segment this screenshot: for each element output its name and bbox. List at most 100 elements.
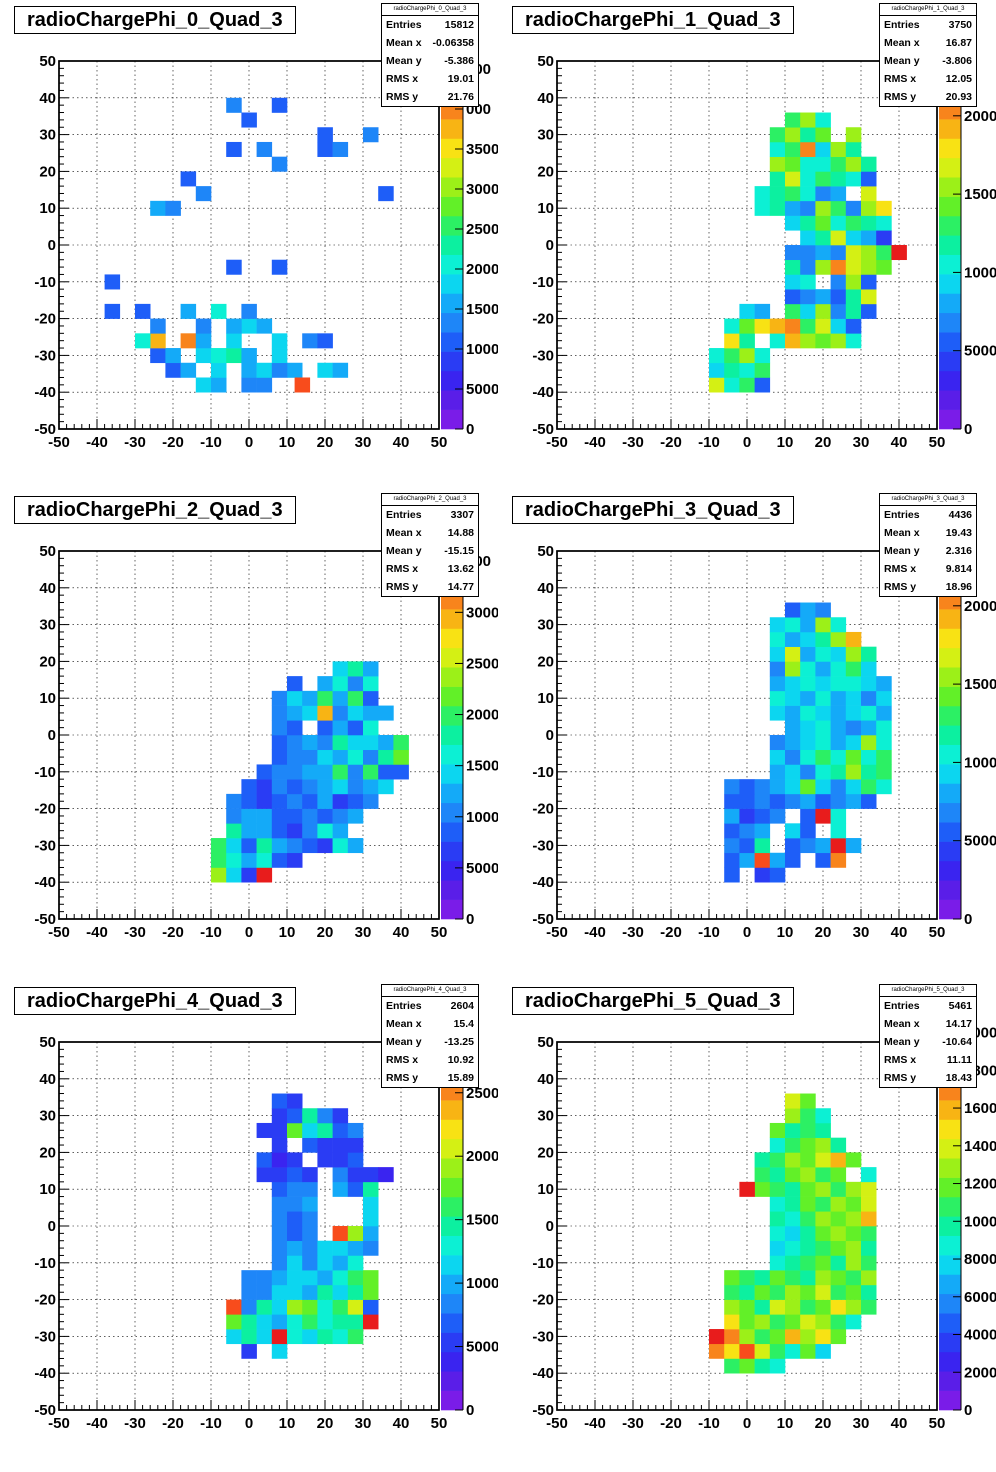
y-tick-label: -10	[532, 764, 554, 781]
heatmap-bin	[709, 1329, 725, 1345]
heatmap-bin	[815, 289, 831, 305]
x-tick-label: 40	[891, 1415, 908, 1432]
z-tick-label: 1400	[964, 1138, 996, 1155]
heatmap-bin	[302, 1284, 318, 1300]
heatmap-bin	[769, 1181, 786, 1197]
heatmap-bin	[724, 377, 740, 393]
heatmap-bin	[785, 127, 801, 143]
heatmap-bin	[271, 1122, 288, 1138]
heatmap-bin	[785, 1122, 801, 1138]
heatmap-bin	[317, 1299, 333, 1315]
heatmap-bin	[302, 823, 318, 839]
heatmap-bin	[845, 230, 862, 246]
heatmap-bin	[271, 779, 288, 795]
heatmap-bin	[150, 333, 166, 349]
heatmap-bin	[815, 303, 831, 319]
heatmap-bin	[785, 141, 801, 157]
heatmap-bin	[815, 1343, 831, 1359]
heatmap-bin	[271, 793, 288, 809]
y-tick-label: 50	[537, 543, 554, 560]
stats-title: radioChargePhi_0_Quad_3	[382, 4, 478, 16]
heatmap-bin	[830, 289, 847, 305]
heatmap-bin	[256, 779, 273, 795]
heatmap-bin	[332, 1270, 349, 1286]
colorbar-segment	[939, 667, 961, 687]
heatmap-bin	[845, 1314, 862, 1330]
x-tick-label: 30	[853, 434, 870, 451]
chart-title: radioChargePhi_4_Quad_3	[14, 987, 296, 1015]
z-tick-label: 1000	[964, 754, 996, 771]
heatmap-bin	[815, 631, 831, 647]
heatmap-bin	[769, 676, 786, 692]
heatmap-bin	[769, 1358, 786, 1374]
heatmap-bin	[830, 1240, 847, 1256]
y-tick-label: 0	[48, 1218, 56, 1235]
heatmap-bin	[347, 1270, 364, 1286]
heatmap-bin	[769, 1122, 786, 1138]
stats-row: Entries 3307	[382, 506, 478, 524]
heatmap-bin	[800, 1255, 816, 1271]
heatmap-bin	[876, 779, 892, 795]
heatmap-bin	[332, 1255, 349, 1271]
heatmap-bin	[830, 764, 847, 780]
heatmap-bin	[785, 631, 801, 647]
stats-title: radioChargePhi_3_Quad_3	[880, 494, 976, 506]
z-tick-label: 0	[964, 1402, 972, 1419]
heatmap-bin	[769, 200, 786, 216]
heatmap-bin	[332, 1152, 349, 1168]
heatmap-bin	[769, 1329, 786, 1345]
stats-key: Entries	[386, 19, 422, 31]
colorbar-segment	[441, 880, 463, 900]
heatmap-bin	[815, 602, 831, 618]
heatmap-bin	[785, 720, 801, 736]
heatmap-bin	[226, 318, 242, 334]
heatmap-bin	[815, 720, 831, 736]
heatmap-bin	[800, 1270, 816, 1286]
stats-box: radioChargePhi_0_Quad_3 Entries 15812 Mean …	[381, 3, 479, 107]
heatmap-bin	[271, 348, 288, 364]
heatmap-bin	[785, 779, 801, 795]
y-tick-label: -30	[532, 347, 554, 364]
x-tick-label: 50	[431, 1415, 448, 1432]
heatmap-bin	[195, 186, 212, 202]
heatmap-bin	[876, 764, 892, 780]
z-tick-label: 1000	[466, 1275, 498, 1292]
stats-row: RMS y 18.43	[880, 1069, 976, 1087]
x-tick-label: 0	[743, 924, 751, 941]
heatmap-bin	[861, 274, 877, 290]
stats-key: Mean x	[884, 37, 920, 49]
heatmap-bin	[861, 230, 877, 246]
heatmap-bin	[317, 1152, 333, 1168]
stats-key: Mean x	[386, 527, 422, 539]
heatmap-bin	[347, 793, 364, 809]
colorbar-segment	[939, 686, 961, 707]
colorbar-segment	[441, 744, 463, 765]
heatmap-bin	[287, 1270, 303, 1286]
x-tick-label: 20	[815, 434, 832, 451]
heatmap-bin	[271, 1093, 288, 1109]
x-tick-label: -50	[48, 434, 70, 451]
heatmap-bin	[861, 779, 877, 795]
stats-value: 4436	[948, 509, 972, 521]
heatmap-bin	[271, 1226, 288, 1242]
heatmap-bin	[769, 749, 786, 765]
stats-value: 14.77	[447, 581, 474, 593]
z-tick-label: 4000	[964, 1327, 996, 1344]
x-tick-label: -10	[200, 434, 222, 451]
heatmap-bin	[754, 1314, 771, 1330]
heatmap-bin	[845, 735, 862, 751]
heatmap-bin	[363, 1167, 379, 1183]
heatmap-bin	[271, 1343, 288, 1359]
heatmap-bin	[302, 1211, 318, 1227]
stats-key: Mean x	[884, 1018, 920, 1030]
heatmap-bin	[256, 1122, 273, 1138]
heatmap-bin	[785, 1299, 801, 1315]
heatmap-bin	[815, 852, 831, 868]
heatmap-bin	[226, 867, 242, 883]
heatmap-bin	[754, 1152, 771, 1168]
x-tick-label: -10	[200, 1415, 222, 1432]
colorbar-segment	[441, 764, 463, 784]
heatmap-bin	[332, 1226, 349, 1242]
heatmap-bin	[876, 749, 892, 765]
heatmap-bin	[739, 348, 755, 364]
